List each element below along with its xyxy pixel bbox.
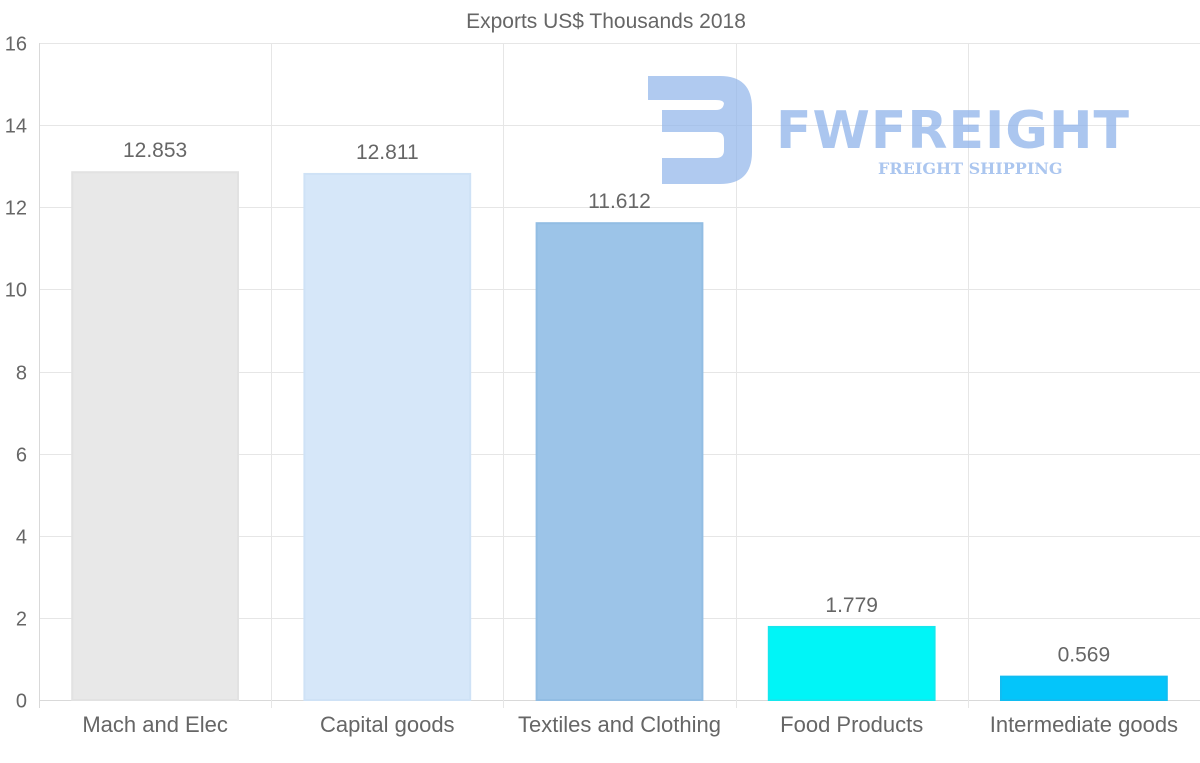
axis-layer: 0 2 4 6 8 10 12 14 16: [5, 34, 27, 713]
bar-value-label: 1.779: [825, 594, 878, 617]
bar-value-label: 0.569: [1058, 644, 1111, 667]
x-tick-label: Food Products: [780, 712, 923, 737]
fwfreight-logo-icon: [648, 76, 752, 184]
bar[interactable]: [767, 625, 936, 702]
bar[interactable]: [303, 172, 472, 702]
x-tick-label: Capital goods: [320, 712, 455, 737]
y-tick-label: 10: [5, 280, 27, 302]
watermark-brand-text: FWFREIGHT: [776, 101, 1130, 161]
y-tick-label: 8: [16, 363, 27, 385]
labels-layer: 12.853 Mach and Elec 12.811 Capital goods 11…: [82, 139, 1178, 737]
y-tick-label: 16: [5, 34, 27, 56]
y-tick-label: 4: [16, 527, 27, 549]
watermark-tagline-text: FREIGHT SHIPPING: [878, 159, 1063, 178]
x-tick-label: Mach and Elec: [82, 712, 228, 737]
bar-value-label: 11.612: [588, 190, 651, 213]
y-tick-label: 14: [5, 116, 27, 138]
y-tick-label: 12: [5, 198, 27, 220]
y-tick-label: 6: [16, 445, 27, 467]
chart-title: Exports US$ Thousands 2018: [466, 10, 746, 33]
bar[interactable]: [1000, 675, 1168, 701]
x-tick-label: Textiles and Clothing: [518, 712, 721, 737]
watermark: FWFREIGHT FREIGHT SHIPPING: [648, 76, 1130, 184]
bar[interactable]: [535, 222, 704, 701]
bar[interactable]: [71, 171, 239, 701]
bars-layer: [71, 171, 1168, 702]
bar-value-label: 12.811: [356, 141, 419, 164]
x-tick-label: Intermediate goods: [990, 712, 1178, 737]
bar-value-label: 12.853: [123, 139, 187, 162]
y-tick-label: 0: [16, 691, 27, 713]
y-tick-label: 2: [16, 609, 27, 631]
